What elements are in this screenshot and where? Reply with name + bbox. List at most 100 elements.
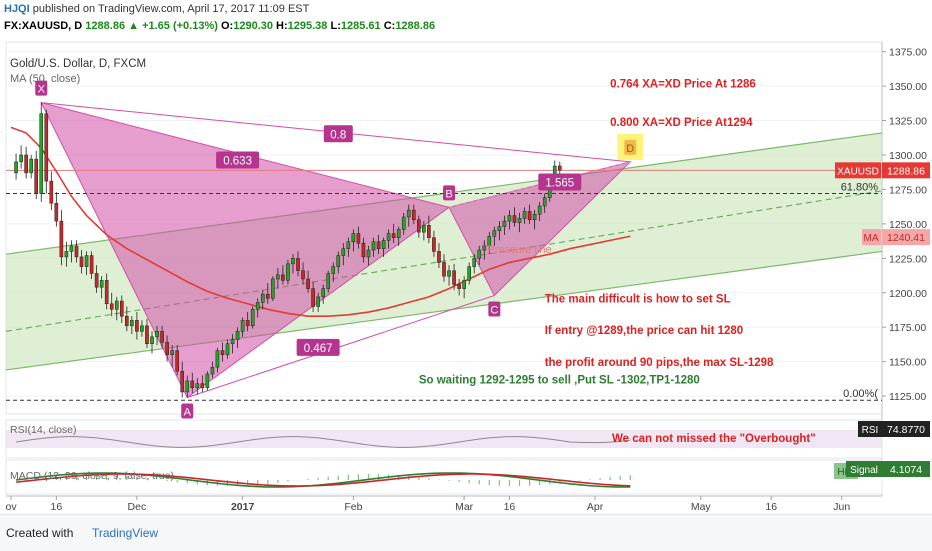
y-tick-label: 1375.00 xyxy=(889,47,927,59)
chart-title: Gold/U.S. Dollar, D, FXCM xyxy=(10,58,146,70)
macd-signal-line xyxy=(15,473,631,487)
candle-body xyxy=(84,255,89,267)
candle-body xyxy=(160,331,164,343)
candle-body xyxy=(130,320,134,327)
candle-body xyxy=(437,251,441,263)
candle-body xyxy=(109,303,114,310)
up-arrow-icon: ▲ xyxy=(128,20,140,32)
candle xyxy=(447,265,451,286)
candle xyxy=(482,240,487,260)
candle-body xyxy=(119,300,124,317)
annotation-text: the profit around 90 pips,the max SL-129… xyxy=(545,357,774,369)
candle-body xyxy=(296,258,300,271)
candle xyxy=(240,317,245,337)
candle xyxy=(265,283,270,304)
candle xyxy=(401,212,406,235)
candle-body xyxy=(422,224,426,233)
candle-body xyxy=(306,278,310,289)
x-tick-label: Dec xyxy=(128,501,147,513)
y-tick-label: 1225.00 xyxy=(889,253,927,265)
candle xyxy=(89,251,94,279)
rsi-note: We can not missed the "Overbought" xyxy=(612,433,816,445)
candle xyxy=(492,226,497,246)
candle xyxy=(527,204,532,224)
candle-body xyxy=(316,296,320,307)
point-label-a: A xyxy=(184,406,192,418)
candle-body xyxy=(447,270,451,277)
annotation-text: 0.764 XA=XD Price At 1286 xyxy=(610,78,756,90)
annotation-text: So waiting 1292-1295 to sell ,Put SL -13… xyxy=(419,375,700,387)
x-tick-label: May xyxy=(691,501,712,513)
y-tick-label: 1200.00 xyxy=(889,288,927,300)
point-badge-d xyxy=(624,139,637,155)
x-tick-label: 16 xyxy=(51,501,63,513)
tradingview-link[interactable]: TradingView xyxy=(92,526,159,540)
candle xyxy=(109,292,114,317)
candle-body xyxy=(472,258,477,267)
candle-body xyxy=(351,233,356,243)
candle xyxy=(286,259,290,285)
candle xyxy=(341,243,346,266)
pattern-ac-line xyxy=(187,295,495,398)
candle xyxy=(74,240,79,263)
candle xyxy=(34,150,39,200)
candle xyxy=(165,335,169,362)
candle-body xyxy=(321,288,325,298)
annotation-text: 0.800 XA=XD Price At1294 xyxy=(610,117,753,129)
candle-body xyxy=(59,220,64,258)
candle-body xyxy=(482,245,487,251)
candle xyxy=(104,273,109,310)
last-price: 1288.86 xyxy=(85,20,126,32)
candle xyxy=(361,237,366,263)
candle xyxy=(396,226,401,246)
low-value: 1285.61 xyxy=(340,20,381,32)
pressure-line-label: Pressure line xyxy=(487,244,551,256)
x-tick-label: 16 xyxy=(765,501,777,513)
candle xyxy=(432,230,436,257)
x-tick-label: 2017 xyxy=(231,501,255,513)
ma50-line xyxy=(10,126,631,317)
candle-body xyxy=(200,383,205,389)
candle xyxy=(180,361,185,398)
candle-body xyxy=(417,219,421,233)
candle-body xyxy=(250,309,255,327)
macd-value-badge xyxy=(882,461,930,477)
point-label-b: B xyxy=(445,188,452,200)
candle-body xyxy=(361,242,366,258)
fib-level-label: 61.80% xyxy=(841,182,879,194)
candle-body xyxy=(356,233,361,244)
candle-body xyxy=(411,209,416,220)
candle xyxy=(215,347,220,373)
candle-body xyxy=(401,216,406,230)
candle-body xyxy=(185,380,190,393)
candle-body xyxy=(145,325,149,344)
candle-body xyxy=(99,280,104,288)
candle xyxy=(175,345,179,376)
user-name[interactable]: HJQI xyxy=(4,3,30,15)
candle-body xyxy=(39,113,44,194)
candle-body xyxy=(376,241,381,249)
x-tick-label: Mar xyxy=(455,501,474,513)
candle xyxy=(306,270,310,293)
candle-body xyxy=(311,288,315,307)
candle-body xyxy=(205,373,210,389)
candle xyxy=(452,263,456,290)
candle-body xyxy=(19,154,23,163)
candle-body xyxy=(336,255,341,267)
y-tick-label: 1350.00 xyxy=(889,81,927,93)
signal-badge xyxy=(846,461,882,477)
candle-body xyxy=(64,251,69,258)
ratio-text: 0.8 xyxy=(330,129,346,141)
candle-body xyxy=(260,293,265,303)
macd-pane xyxy=(5,459,883,495)
candle xyxy=(417,215,421,238)
candle-body xyxy=(331,266,336,274)
candle xyxy=(125,306,129,332)
candle-body xyxy=(507,215,512,222)
candle xyxy=(336,251,341,274)
annotation-text: If entry @1289,the price can hit 1280 xyxy=(545,325,744,337)
candle xyxy=(291,254,295,274)
candle xyxy=(497,221,502,241)
candle xyxy=(301,262,305,285)
